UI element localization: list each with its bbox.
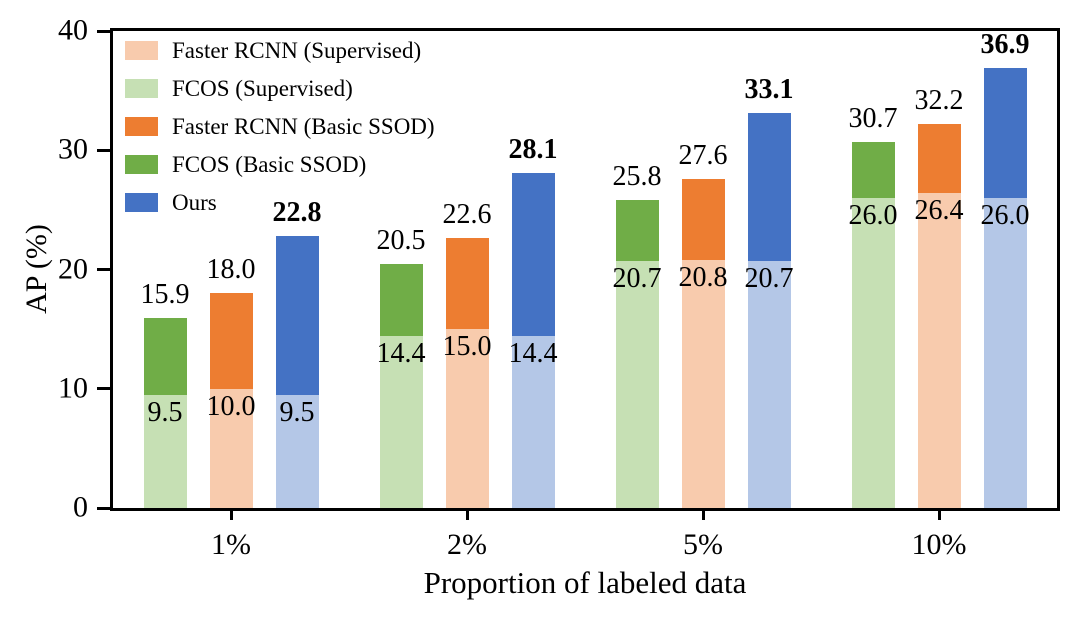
bar-total-value-label: 30.7 — [848, 102, 898, 134]
legend-item: Ours — [125, 190, 435, 215]
legend-label: Faster RCNN (Basic SSOD) — [172, 114, 435, 139]
bar-segment-base-ours — [511, 336, 555, 508]
legend-swatch-icon — [125, 117, 158, 136]
y-axis-tick-label: 0 — [73, 490, 88, 524]
plot-area: Faster RCNN (Supervised) FCOS (Supervised… — [58, 15, 1060, 561]
bar-segment-top-faster-rcnn — [209, 293, 253, 389]
bar-segment-top-fcos — [615, 200, 659, 262]
bar-segment-base-fcos — [851, 197, 895, 508]
bar-segment-top-ours — [747, 113, 791, 262]
bar-base-value-label: 10.0 — [206, 390, 256, 422]
y-axis-tick — [97, 506, 110, 510]
bar-segment-top-ours — [511, 172, 555, 337]
x-axis-tick — [701, 511, 705, 520]
legend-item: FCOS (Supervised) — [125, 76, 435, 101]
x-axis-tick-label: 10% — [911, 528, 967, 561]
bar-total-value-label: 32.2 — [914, 85, 964, 116]
x-axis-tick — [937, 511, 941, 520]
legend-swatch-icon — [125, 193, 158, 212]
bar-segment-base-ours — [983, 197, 1027, 508]
y-axis-tick — [97, 268, 110, 271]
x-axis-title: Proportion of labeled data — [423, 565, 747, 600]
bar-segment-base-fcos — [143, 394, 187, 508]
bar-segment-top-ours — [983, 67, 1027, 198]
bar-segment-base-fcos — [615, 261, 659, 508]
bar-total-value-label: 20.5 — [376, 224, 426, 256]
legend-swatch-icon — [125, 41, 158, 60]
bar-base-value-label: 20.8 — [678, 261, 728, 293]
bar-total-value-label: 28.1 — [508, 133, 558, 165]
bar-total-value-label: 27.6 — [678, 139, 728, 171]
legend-swatch-icon — [125, 79, 158, 98]
bar-segment-base-faster-rcnn — [681, 259, 725, 508]
x-axis-tick-label: 2% — [447, 528, 487, 561]
bar-total-value-label: 25.8 — [612, 161, 662, 193]
y-axis-tick-label: 20 — [58, 251, 88, 285]
y-axis-tick — [97, 148, 110, 152]
legend-label: FCOS (Supervised) — [172, 76, 353, 101]
bar-total-value-label: 33.1 — [744, 74, 794, 106]
bar-segment-base-faster-rcnn — [917, 193, 961, 508]
bar-segment-base-fcos — [379, 336, 423, 508]
bar-segment-top-fcos — [143, 318, 187, 395]
bar-segment-top-fcos — [379, 263, 423, 337]
bar-base-value-label: 9.5 — [279, 396, 315, 428]
y-axis-tick-label: 40 — [58, 13, 88, 47]
bar-segment-top-ours — [275, 236, 319, 395]
legend-item: FCOS (Basic SSOD) — [125, 152, 435, 177]
legend-item: Faster RCNN (Supervised) — [125, 38, 435, 63]
bar-segment-top-fcos — [851, 141, 895, 198]
legend-swatch-icon — [125, 155, 158, 174]
bar-base-value-label: 26.0 — [848, 199, 898, 231]
x-axis-tick — [229, 511, 233, 520]
bar-total-value-label: 22.8 — [272, 197, 322, 229]
bar-base-value-label: 26.0 — [980, 199, 1030, 231]
bar-base-value-label: 20.7 — [744, 263, 794, 295]
bar-segment-base-faster-rcnn — [445, 329, 489, 508]
legend: Faster RCNN (Supervised) FCOS (Supervised… — [125, 38, 435, 215]
bar-segment-base-ours — [275, 394, 319, 508]
bar-segment-top-faster-rcnn — [445, 238, 489, 330]
y-axis-tick — [97, 29, 110, 33]
bar-base-value-label: 20.7 — [612, 263, 662, 295]
bar-segment-base-faster-rcnn — [209, 388, 253, 508]
y-axis-title: AP (%) — [20, 224, 53, 314]
y-axis-tick-label: 30 — [58, 132, 88, 166]
x-axis-tick-label: 5% — [683, 528, 723, 561]
bar-base-value-label: 14.4 — [376, 338, 426, 370]
y-axis-tick — [97, 387, 110, 391]
legend-label: FCOS (Basic SSOD) — [172, 152, 367, 177]
legend-item: Faster RCNN (Basic SSOD) — [125, 114, 435, 139]
x-axis-tick-label: 1% — [211, 528, 251, 561]
bar-total-value-label: 36.9 — [980, 28, 1030, 60]
bar-base-value-label: 9.5 — [147, 396, 183, 428]
bar-base-value-label: 26.4 — [914, 195, 964, 227]
bar-base-value-label: 15.0 — [442, 331, 492, 363]
bar-total-value-label: 15.9 — [140, 279, 190, 311]
x-axis-tick — [465, 511, 469, 520]
bar-segment-top-faster-rcnn — [917, 124, 961, 194]
legend-label: Faster RCNN (Supervised) — [172, 38, 422, 63]
bar-segment-base-ours — [747, 261, 791, 508]
bar-total-value-label: 18.0 — [206, 254, 256, 286]
legend-label: Ours — [172, 190, 217, 215]
bar-segment-top-faster-rcnn — [681, 178, 725, 260]
bar-total-value-label: 22.6 — [442, 199, 492, 231]
bar-base-value-label: 14.4 — [508, 338, 558, 370]
y-axis-tick-label: 10 — [58, 371, 88, 405]
